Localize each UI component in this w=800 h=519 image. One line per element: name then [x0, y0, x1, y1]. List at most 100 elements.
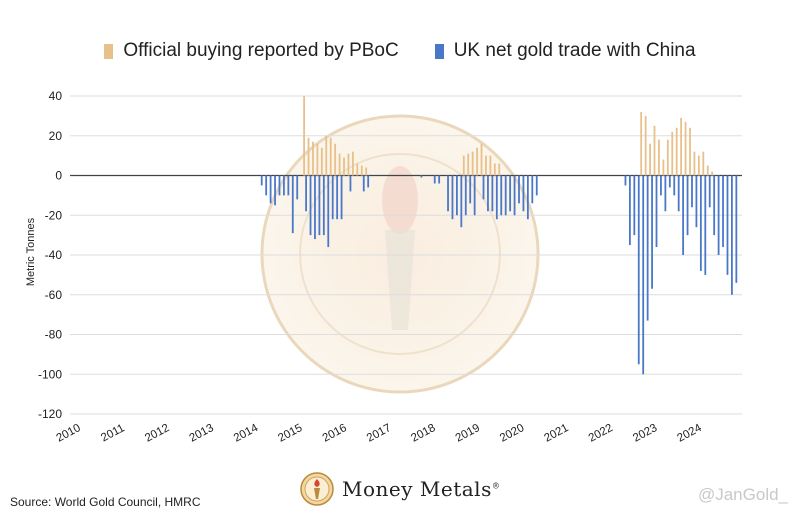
bar-pboc — [462, 155, 465, 176]
y-tick-label: -120 — [38, 407, 62, 421]
y-tick-label: 20 — [49, 129, 63, 143]
bar-uk — [274, 175, 276, 206]
bar-pboc — [325, 135, 328, 176]
bar-pboc — [303, 96, 305, 176]
y-tick-label: -60 — [45, 288, 63, 302]
bar-uk — [318, 175, 321, 236]
bar-uk — [322, 175, 325, 236]
bar-uk — [624, 175, 627, 186]
bar-uk — [296, 175, 299, 200]
bar-uk — [331, 175, 334, 220]
bar-uk — [660, 175, 662, 196]
bar-uk — [460, 175, 463, 228]
bar-pboc — [489, 155, 492, 176]
bar-uk — [522, 175, 525, 212]
y-tick-label: -80 — [45, 328, 63, 342]
bar-uk — [677, 175, 680, 212]
bar-pboc — [644, 115, 647, 176]
bar-uk — [451, 175, 454, 220]
bar-uk — [642, 175, 645, 375]
bar-uk — [500, 175, 503, 216]
bar-uk — [664, 175, 667, 212]
bar-uk — [482, 175, 485, 200]
bar-uk — [637, 175, 640, 365]
x-tick-label: 2015 — [276, 422, 304, 445]
bar-uk — [518, 175, 520, 204]
bar-pboc — [343, 157, 345, 176]
x-tick-label: 2018 — [409, 422, 437, 445]
brand-name: Money Metals® — [342, 477, 501, 501]
bar-uk — [713, 175, 716, 236]
bar-pboc — [689, 127, 691, 176]
bar-pboc — [658, 139, 660, 176]
bar-uk — [673, 175, 676, 196]
y-tick-label: 0 — [55, 169, 62, 183]
bar-pboc — [662, 159, 665, 176]
bar-pboc — [467, 153, 470, 176]
x-tick-label: 2023 — [631, 422, 659, 445]
bar-uk — [513, 175, 516, 216]
bar-pboc — [351, 151, 354, 176]
x-tick-label: 2012 — [143, 422, 171, 445]
x-tick-label: 2020 — [498, 422, 526, 445]
bar-pboc — [706, 165, 709, 176]
bar-pboc — [476, 147, 478, 176]
grid-lines — [70, 95, 742, 415]
legend: Official buying reported by PBoC UK net … — [0, 38, 800, 64]
x-tick-label: 2019 — [454, 422, 482, 445]
x-tick-label: 2017 — [365, 422, 393, 445]
bar-uk — [682, 175, 685, 255]
x-tick-label: 2016 — [321, 422, 349, 445]
bar-uk — [651, 175, 653, 289]
bar-uk — [731, 175, 733, 295]
y-tick-label: -20 — [45, 208, 63, 222]
bar-uk — [447, 175, 449, 212]
bar-uk — [420, 175, 423, 178]
x-tick-label: 2010 — [54, 422, 82, 445]
bar-pboc — [480, 143, 483, 176]
y-tick-label: 40 — [49, 89, 63, 103]
bar-uk — [686, 175, 689, 236]
bar-pboc — [702, 151, 705, 176]
bar-uk — [456, 175, 458, 216]
bar-pboc — [320, 147, 323, 176]
bar-pboc — [653, 125, 656, 176]
bar-pboc — [338, 153, 341, 176]
bar-uk — [349, 175, 352, 192]
x-tick-labels: 2010 2011 2012 2013 2014 2015 2016 2017 2018 2019… — [54, 422, 704, 445]
bar-uk — [504, 175, 507, 216]
bar-pboc — [360, 165, 363, 176]
legend-label-uk: UK net gold trade with China — [453, 40, 696, 61]
bar-uk — [535, 175, 538, 196]
bar-uk — [531, 175, 534, 204]
bar-series — [260, 96, 738, 375]
x-tick-label: 2021 — [542, 422, 570, 445]
bar-uk — [628, 175, 631, 246]
bar-uk — [287, 175, 290, 196]
bar-uk — [473, 175, 476, 216]
bar-uk — [699, 175, 702, 271]
legend-label-pboc: Official buying reported by PBoC — [123, 40, 399, 61]
source-note: Source: World Gold Council, HMRC — [10, 495, 201, 509]
author-handle: @JanGold_ — [697, 485, 788, 504]
bar-uk — [655, 175, 658, 248]
bar-pboc — [312, 141, 314, 176]
bar-uk — [309, 175, 312, 236]
bar-uk — [269, 175, 272, 204]
brand-logo: Money Metals® — [300, 472, 500, 506]
bar-pboc — [711, 171, 714, 176]
bar-pboc — [307, 137, 310, 176]
bar-uk — [717, 175, 720, 255]
bar-pboc — [680, 117, 683, 176]
x-tick-label: 2014 — [232, 422, 261, 445]
bar-pboc — [316, 143, 319, 176]
bar-pboc — [329, 137, 332, 176]
watermark-seal-icon — [260, 114, 540, 394]
bar-pboc — [684, 121, 687, 176]
bar-uk — [646, 175, 649, 321]
bar-uk — [526, 175, 529, 220]
legend-swatch-uk — [434, 43, 444, 59]
y-tick-label: -40 — [45, 248, 63, 262]
bar-uk — [695, 175, 698, 228]
